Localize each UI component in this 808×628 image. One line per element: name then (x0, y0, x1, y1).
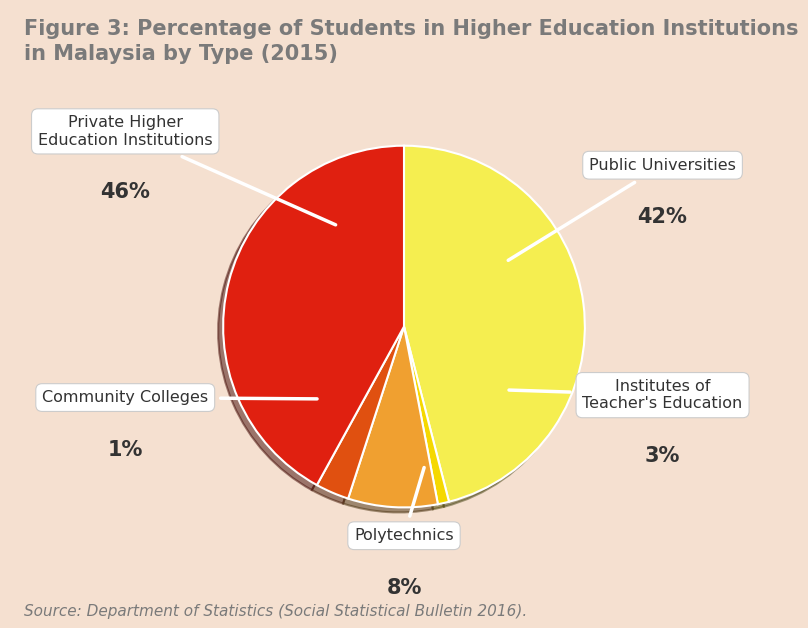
Text: Private Higher
Education Institutions: Private Higher Education Institutions (38, 115, 335, 225)
Text: Public Universities: Public Universities (508, 158, 736, 261)
Text: Figure 3: Percentage of Students in Higher Education Institutions
in Malaysia by: Figure 3: Percentage of Students in High… (24, 19, 799, 65)
Text: 46%: 46% (100, 182, 150, 202)
Text: Community Colleges: Community Colleges (42, 390, 317, 405)
Text: Source: Department of Statistics (Social Statistical Bulletin 2016).: Source: Department of Statistics (Social… (24, 604, 528, 619)
Wedge shape (317, 327, 404, 499)
Text: 8%: 8% (386, 578, 422, 598)
Text: 42%: 42% (638, 207, 688, 227)
Wedge shape (404, 146, 585, 502)
Wedge shape (404, 327, 449, 504)
Text: 3%: 3% (645, 446, 680, 466)
Text: Institutes of
Teacher's Education: Institutes of Teacher's Education (509, 379, 743, 411)
Text: Polytechnics: Polytechnics (354, 467, 454, 543)
Wedge shape (348, 327, 438, 507)
Text: 1%: 1% (107, 440, 143, 460)
Wedge shape (223, 146, 404, 485)
